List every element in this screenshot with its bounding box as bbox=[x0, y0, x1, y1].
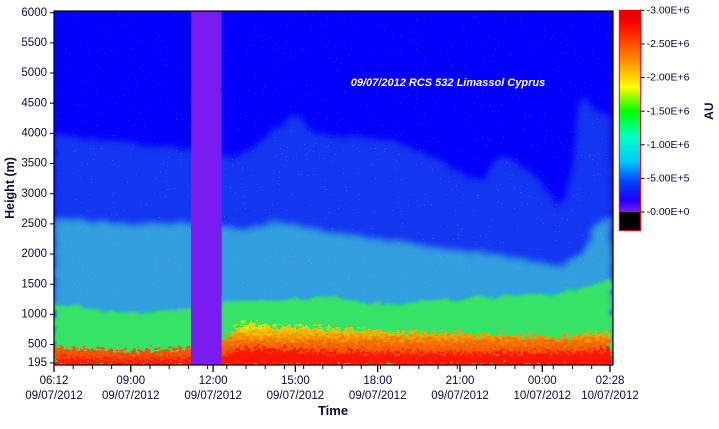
svg-text:09/07/2012: 09/07/2012 bbox=[184, 390, 242, 402]
svg-text:-5.00E+5: -5.00E+5 bbox=[647, 173, 690, 185]
svg-text:AU: AU bbox=[702, 102, 716, 119]
svg-text:18:00: 18:00 bbox=[363, 375, 392, 387]
svg-text:4500: 4500 bbox=[21, 97, 47, 109]
svg-text:500: 500 bbox=[28, 339, 47, 351]
svg-text:00:00: 00:00 bbox=[528, 375, 557, 387]
svg-text:21:00: 21:00 bbox=[446, 375, 475, 387]
svg-text:-1.00E+6: -1.00E+6 bbox=[647, 139, 690, 151]
svg-text:195: 195 bbox=[28, 357, 47, 369]
svg-text:-3.00E+6: -3.00E+6 bbox=[647, 5, 690, 17]
svg-text:06:12: 06:12 bbox=[40, 375, 69, 387]
svg-text:10/07/2012: 10/07/2012 bbox=[514, 390, 572, 402]
svg-text:Time: Time bbox=[318, 403, 348, 418]
svg-text:5000: 5000 bbox=[21, 67, 47, 79]
svg-text:5500: 5500 bbox=[21, 37, 47, 49]
svg-text:2500: 2500 bbox=[21, 218, 47, 230]
svg-text:Height (m): Height (m) bbox=[3, 157, 17, 219]
svg-text:09/07/2012: 09/07/2012 bbox=[267, 390, 325, 402]
svg-text:09/07/2012: 09/07/2012 bbox=[25, 390, 83, 402]
svg-text:2000: 2000 bbox=[21, 248, 47, 260]
svg-text:-2.00E+6: -2.00E+6 bbox=[647, 72, 690, 84]
svg-text:4000: 4000 bbox=[21, 128, 47, 140]
svg-text:3500: 3500 bbox=[21, 158, 47, 170]
svg-text:12:00: 12:00 bbox=[199, 375, 228, 387]
svg-text:-2.50E+6: -2.50E+6 bbox=[647, 38, 690, 50]
svg-text:10/07/2012: 10/07/2012 bbox=[581, 390, 639, 402]
svg-text:09/07/2012: 09/07/2012 bbox=[431, 390, 489, 402]
svg-text:6000: 6000 bbox=[21, 7, 47, 19]
svg-text:-1.50E+6: -1.50E+6 bbox=[647, 105, 690, 117]
svg-text:1500: 1500 bbox=[21, 278, 47, 290]
svg-text:-0.00E+0: -0.00E+0 bbox=[647, 206, 690, 218]
svg-text:02:28: 02:28 bbox=[596, 375, 625, 387]
svg-text:09/07/2012: 09/07/2012 bbox=[349, 390, 407, 402]
svg-text:3000: 3000 bbox=[21, 188, 47, 200]
svg-text:09:00: 09:00 bbox=[116, 375, 145, 387]
svg-text:09/07/2012 RCS 532 Limassol Cy: 09/07/2012 RCS 532 Limassol Cyprus bbox=[351, 77, 545, 89]
svg-text:09/07/2012: 09/07/2012 bbox=[102, 390, 160, 402]
svg-text:15:00: 15:00 bbox=[281, 375, 310, 387]
svg-text:1000: 1000 bbox=[21, 309, 47, 321]
